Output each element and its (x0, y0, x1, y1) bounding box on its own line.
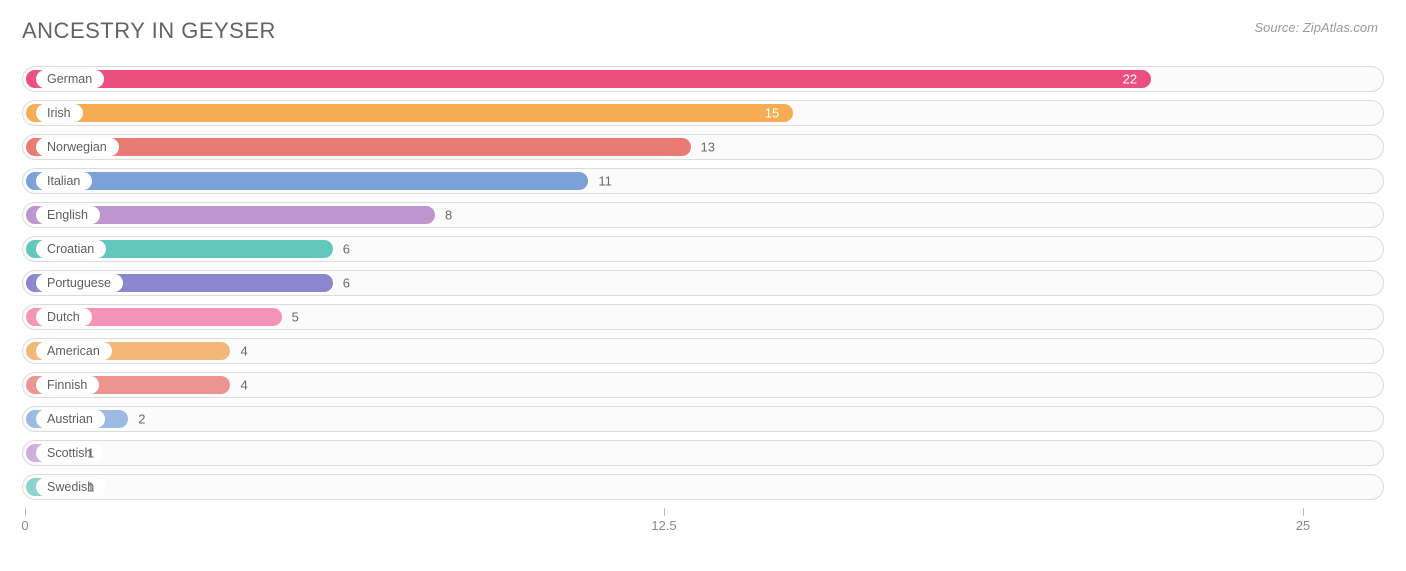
bar-label-text: Austrian (47, 410, 93, 428)
bar-label-pill: Portuguese (33, 274, 123, 292)
bar-label-text: Italian (47, 172, 80, 190)
bar-value-label: 4 (240, 378, 247, 393)
bar-value-label: 4 (240, 344, 247, 359)
bar-row: Norwegian 13 (22, 134, 1384, 160)
bar-row: German 22 (22, 66, 1384, 92)
bar-row: English 8 (22, 202, 1384, 228)
bar-label-text: Portuguese (47, 274, 111, 292)
source-name: ZipAtlas.com (1303, 20, 1378, 35)
bar-label-pill: Finnish (33, 376, 99, 394)
bar-label-pill: German (33, 70, 104, 88)
bar-row: American 4 (22, 338, 1384, 364)
bar-row: Dutch 5 (22, 304, 1384, 330)
axis-tick-label: 12.5 (651, 518, 676, 533)
bar-fill (26, 172, 588, 190)
axis-tick-label: 0 (21, 518, 28, 533)
axis-tick (664, 508, 665, 516)
bar-fill (26, 138, 691, 156)
chart-area: German22Irish15Norwegian13Italian11Engli… (22, 66, 1384, 500)
bar-value-label: 13 (701, 140, 715, 155)
bar-value-label: 6 (343, 242, 350, 257)
bar-row: Croatian 6 (22, 236, 1384, 262)
bar-label-text: Irish (47, 104, 71, 122)
bar-value-label: 11 (598, 174, 612, 189)
bar-row: Irish 15 (22, 100, 1384, 126)
bar-value-label: 22 (1123, 72, 1137, 87)
bar-label-pill: Croatian (33, 240, 106, 258)
bar-row: Scottish1 (22, 440, 1384, 466)
chart-container: ANCESTRY IN GEYSER Source: ZipAtlas.com … (0, 0, 1406, 571)
axis-tick (25, 508, 26, 516)
source-attribution: Source: ZipAtlas.com (1254, 20, 1378, 35)
source-prefix: Source: (1254, 20, 1302, 35)
bar-value-label: 1 (87, 446, 94, 461)
bar-value-label: 5 (292, 310, 299, 325)
bar-label-pill: Dutch (33, 308, 92, 326)
bar-row: Italian 11 (22, 168, 1384, 194)
axis-tick-label: 25 (1296, 518, 1310, 533)
bar-label-text: Scottish (47, 444, 91, 462)
header: ANCESTRY IN GEYSER Source: ZipAtlas.com (22, 18, 1384, 44)
bar-label-text: Dutch (47, 308, 80, 326)
bar-label-text: German (47, 70, 92, 88)
bar-row: Portuguese 6 (22, 270, 1384, 296)
bar-label-text: Finnish (47, 376, 87, 394)
chart-title: ANCESTRY IN GEYSER (22, 18, 276, 44)
bar-fill (26, 70, 1151, 88)
bar-label-text: Norwegian (47, 138, 107, 156)
axis-tick (1303, 508, 1304, 516)
bar-value-label: 15 (765, 106, 779, 121)
bar-value-label: 1 (87, 480, 94, 495)
bar-label-pill: Austrian (33, 410, 105, 428)
bar-label-pill: English (33, 206, 100, 224)
bar-value-label: 6 (343, 276, 350, 291)
bar-row: Swedish1 (22, 474, 1384, 500)
bar-value-label: 8 (445, 208, 452, 223)
bar-label-pill: Norwegian (33, 138, 119, 156)
bar-label-pill: Italian (33, 172, 92, 190)
bar-label-pill: American (33, 342, 112, 360)
bar-row: Austrian 2 (22, 406, 1384, 432)
bar-label-text: American (47, 342, 100, 360)
bar-label-pill: Irish (33, 104, 83, 122)
bar-label-text: Croatian (47, 240, 94, 258)
bar-fill (26, 104, 793, 122)
bar-row: Finnish 4 (22, 372, 1384, 398)
x-axis: 0 12.5 25 (22, 508, 1384, 536)
bar-label-pill: Swedish (33, 478, 106, 496)
bar-label-text: English (47, 206, 88, 224)
bar-value-label: 2 (138, 412, 145, 427)
